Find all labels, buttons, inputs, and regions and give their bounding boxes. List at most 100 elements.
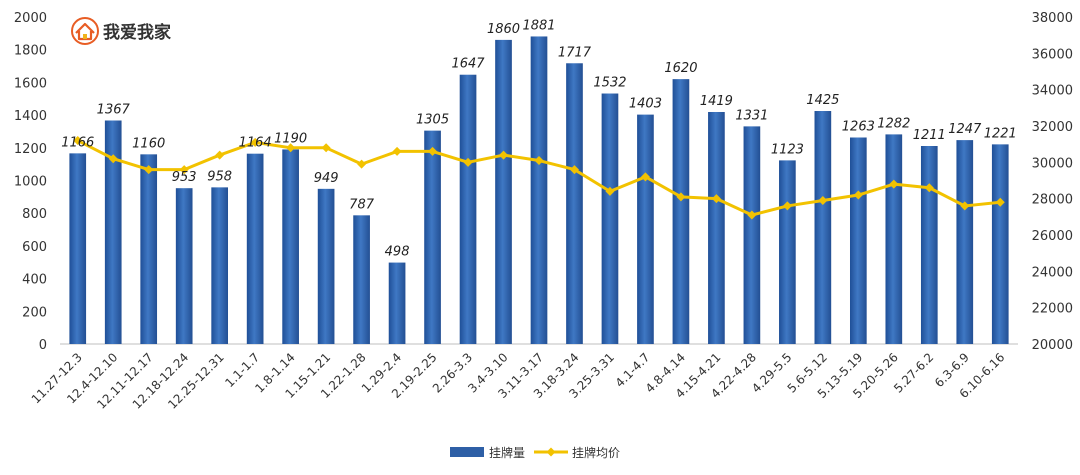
legend: 挂牌量 挂牌均价	[450, 446, 620, 460]
legend-line-marker	[546, 447, 556, 457]
logo: 我爱我家	[71, 17, 171, 45]
y-right-tick-label: 32000	[1032, 120, 1073, 135]
line-point	[250, 137, 260, 147]
bar-data-label: 1425	[806, 93, 839, 108]
line-point	[711, 194, 721, 204]
bar	[920, 146, 938, 344]
y-left-tick-label: 1200	[14, 142, 47, 157]
line-point	[889, 179, 899, 189]
bar-data-label: 1331	[735, 108, 768, 123]
line-point	[499, 150, 509, 160]
logo-text: 我爱我家	[103, 22, 171, 43]
bar-data-label: 1263	[842, 119, 875, 134]
bar	[69, 153, 87, 344]
line-point	[782, 201, 792, 211]
line-point	[144, 165, 154, 175]
bar	[317, 188, 335, 344]
y-left-tick-label: 600	[22, 240, 47, 255]
bar	[282, 149, 299, 344]
line-point	[392, 146, 402, 156]
y-left-tick-label: 1000	[14, 175, 47, 190]
line-point	[428, 146, 438, 156]
y-right-tick-label: 34000	[1032, 84, 1073, 99]
y-left-tick-label: 200	[22, 305, 47, 320]
bar	[424, 130, 441, 344]
bar-data-label: 1860	[487, 22, 520, 37]
y-right-tick-label: 38000	[1032, 11, 1073, 26]
bar-data-label: 1403	[629, 97, 662, 112]
y-right-tick-label: 30000	[1032, 156, 1073, 171]
bar	[104, 120, 122, 344]
bar-data-label: 1160	[132, 136, 165, 151]
bar-data-label: 1419	[700, 94, 733, 109]
y-left-tick-label: 800	[22, 207, 47, 222]
bar-data-label: 1247	[948, 122, 982, 137]
line-point	[179, 165, 189, 175]
line-point	[960, 201, 970, 211]
x-tick-label: 5.27-6.2	[891, 350, 936, 395]
bar-data-label: 1211	[913, 128, 946, 143]
y-right-tick-label: 20000	[1032, 338, 1073, 353]
line-point	[747, 210, 757, 220]
bar-data-label: 1647	[451, 57, 485, 72]
legend-bar-swatch	[450, 447, 484, 457]
bar-data-label: 1620	[664, 61, 697, 76]
bar-data-label: 498	[385, 245, 410, 260]
bar-data-label: 1532	[593, 76, 626, 91]
line-point	[215, 150, 225, 160]
bar	[672, 79, 690, 344]
bar-data-label: 1305	[416, 113, 449, 128]
y-right-tick-label: 22000	[1032, 302, 1073, 317]
bar	[956, 140, 974, 344]
line-point	[286, 143, 296, 153]
bar-data-label: 1190	[274, 131, 307, 146]
line-point	[569, 165, 579, 175]
bar-data-label: 1717	[558, 45, 592, 60]
bar-data-label: 1282	[877, 116, 910, 131]
y-right-tick-label: 24000	[1032, 265, 1073, 280]
bar	[211, 187, 229, 344]
line-point	[357, 159, 367, 169]
line-point	[853, 190, 863, 200]
bar	[885, 134, 903, 344]
bar	[814, 111, 832, 344]
house-door-icon	[83, 34, 87, 39]
bar	[388, 262, 406, 344]
line-point	[995, 197, 1005, 207]
bar-data-label: 1123	[771, 142, 804, 157]
y-left-tick-label: 1800	[14, 44, 47, 59]
bar	[743, 126, 761, 344]
bar	[779, 160, 796, 344]
y-left-tick-label: 0	[39, 338, 47, 353]
bar-data-label: 958	[207, 169, 232, 184]
bar-data-label: 949	[314, 171, 339, 186]
bar	[601, 93, 619, 344]
bar	[140, 154, 158, 344]
y-right-tick-label: 36000	[1032, 47, 1073, 62]
line-point	[463, 157, 473, 167]
bar	[459, 74, 477, 344]
y-left-tick-label: 1400	[14, 109, 47, 124]
legend-line-label: 挂牌均价	[572, 446, 620, 460]
bar	[175, 188, 193, 344]
bar-data-label: 953	[172, 170, 197, 185]
line-point	[605, 186, 615, 196]
bar	[246, 153, 264, 344]
bar-data-label: 787	[349, 197, 375, 212]
line-point	[640, 172, 650, 182]
bar	[991, 144, 1009, 344]
legend-bar-label: 挂牌量	[489, 446, 525, 460]
bar	[353, 215, 370, 344]
y-right-tick-label: 26000	[1032, 229, 1073, 244]
line-point	[818, 195, 828, 205]
line-point	[73, 136, 83, 146]
bar-series	[69, 36, 1009, 344]
line-series	[73, 136, 1005, 220]
bar	[530, 36, 548, 344]
y-right-tick-label: 28000	[1032, 193, 1073, 208]
line-point	[676, 192, 686, 202]
bar-data-label: 1367	[97, 102, 131, 117]
y-left-tick-label: 1600	[14, 76, 47, 91]
bar	[849, 137, 867, 344]
